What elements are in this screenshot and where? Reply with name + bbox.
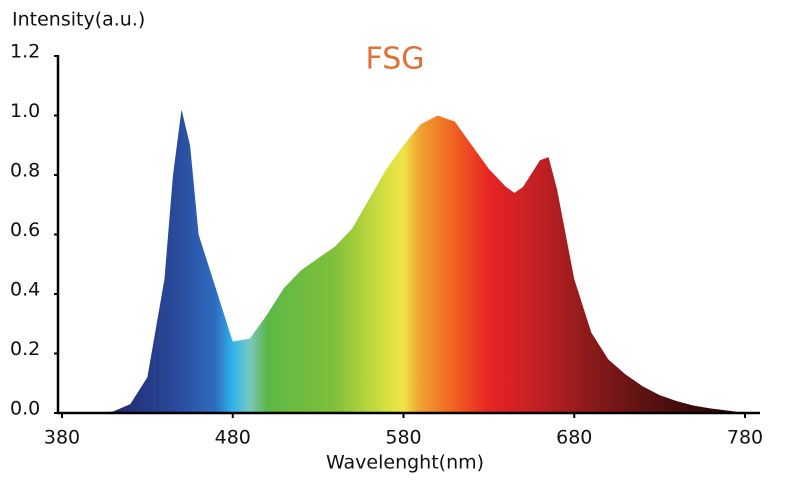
x-tick-label: 480	[215, 427, 251, 449]
y-tick-label: 0.0	[10, 398, 40, 420]
x-tick-label: 580	[385, 427, 421, 449]
y-tick-label: 1.0	[10, 100, 40, 122]
y-tick-label: 1.2	[10, 41, 40, 63]
x-tick-label: 680	[556, 427, 592, 449]
x-axis-label: Wavelenght(nm)	[326, 452, 484, 474]
chart-title: FSG	[365, 42, 424, 77]
y-axis-label: Intensity(a.u.)	[12, 9, 145, 31]
y-tick-label: 0.4	[10, 279, 40, 301]
y-tick-label: 0.8	[10, 160, 40, 182]
spectrum-area	[62, 109, 745, 414]
y-tick-label: 0.2	[10, 338, 40, 360]
x-tick-label: 780	[727, 427, 763, 449]
y-tick-label: 0.6	[10, 219, 40, 241]
x-tick-label: 380	[44, 427, 80, 449]
